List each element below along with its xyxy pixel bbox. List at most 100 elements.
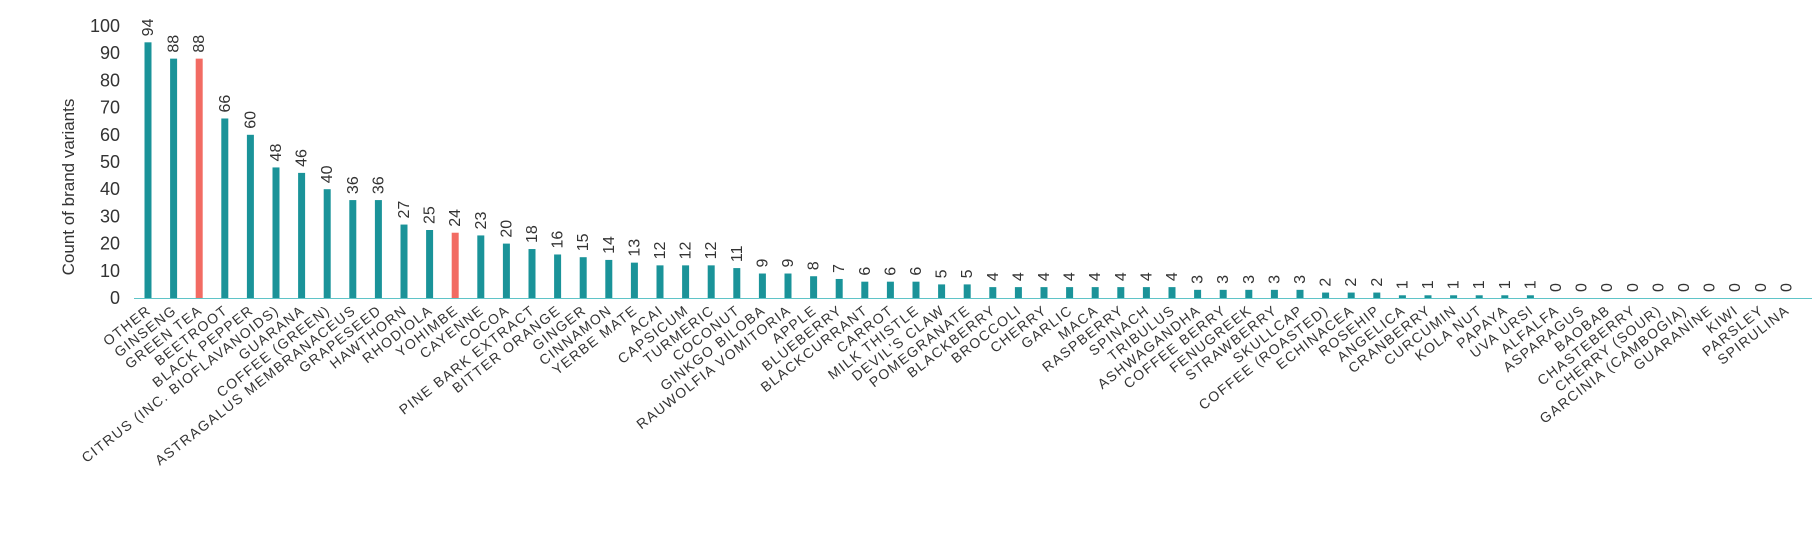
bar-guarana: [298, 172, 306, 298]
bar-fenugreek: [1245, 289, 1253, 298]
bar-ashwagandha: [1194, 289, 1202, 298]
data-label: 0: [1676, 283, 1693, 292]
bar-raspberry: [1117, 287, 1125, 298]
y-tick-label: 10: [100, 261, 120, 281]
data-label: 9: [780, 259, 797, 268]
bar-ginseng: [170, 58, 178, 298]
bar-rosehip: [1373, 292, 1381, 298]
bar-blueberry: [835, 278, 843, 298]
bar-cinnamon: [605, 259, 613, 298]
bar-rauwolfia-vomitoria: [784, 273, 792, 298]
data-label: 0: [1650, 283, 1667, 292]
data-label: 4: [1113, 272, 1130, 281]
bar-rhodiola: [426, 230, 434, 298]
data-label: 40: [319, 165, 336, 183]
bar-citrus-inc-bioflavanoids: [272, 167, 280, 298]
data-label: 25: [422, 206, 439, 224]
bar-turmeric: [707, 265, 715, 298]
data-label: 12: [678, 241, 695, 259]
bar-coffee-berry: [1219, 289, 1227, 298]
bar-devil-s-claw: [938, 284, 946, 298]
data-label: 36: [345, 176, 362, 194]
data-label: 36: [370, 176, 387, 194]
data-label: 0: [1727, 283, 1744, 292]
bar-bitter-orange: [554, 254, 562, 298]
data-label: 48: [268, 144, 285, 162]
y-tick-label: 50: [100, 152, 120, 172]
data-label: 4: [1138, 272, 1155, 281]
bar-curcumin: [1450, 295, 1458, 298]
bar-echinacea: [1347, 292, 1355, 298]
y-tick-label: 60: [100, 125, 120, 145]
bar-carrot: [886, 281, 894, 298]
data-label: 3: [1266, 275, 1283, 284]
data-label: 0: [1625, 283, 1642, 292]
y-tick-label: 30: [100, 206, 120, 226]
data-label: 4: [1036, 272, 1053, 281]
bar-coconut: [733, 268, 741, 298]
bar-coffee-roasted: [1322, 292, 1330, 298]
bar-ginger: [579, 257, 587, 298]
bar-maca: [1091, 287, 1099, 298]
bar-coffee-green: [323, 189, 331, 298]
data-label: 16: [550, 231, 567, 249]
bar-milk-thistle: [912, 281, 920, 298]
bar-angelica: [1398, 295, 1406, 298]
bar-garlic: [1066, 287, 1074, 298]
data-label: 3: [1190, 275, 1207, 284]
data-label: 0: [1778, 283, 1795, 292]
bar-yohimbe: [451, 232, 459, 298]
data-label: 12: [703, 241, 720, 259]
data-label: 13: [626, 239, 643, 257]
y-tick-label: 90: [100, 43, 120, 63]
data-label: 6: [908, 267, 925, 276]
data-label: 3: [1241, 275, 1258, 284]
data-label: 4: [1010, 272, 1027, 281]
bar-skullcap: [1296, 289, 1304, 298]
data-label: 4: [1087, 272, 1104, 281]
y-axis-title: Count of brand variants: [59, 99, 78, 276]
data-label: 6: [882, 267, 899, 276]
data-label: 7: [831, 264, 848, 273]
data-label: 4: [1164, 272, 1181, 281]
bar-cherry: [1040, 287, 1048, 298]
bar-green-tea: [195, 58, 203, 298]
bar-hawthorn: [400, 224, 408, 298]
bar-series: [144, 42, 1534, 298]
bar-yerbe-mate: [630, 262, 638, 298]
data-label: 5: [934, 269, 951, 278]
data-label: 0: [1702, 283, 1719, 292]
data-label: 27: [396, 201, 413, 219]
data-label: 3: [1292, 275, 1309, 284]
bar-kola-nut: [1475, 295, 1483, 298]
data-label: 66: [217, 95, 234, 113]
data-label: 60: [242, 111, 259, 129]
y-tick-label: 70: [100, 98, 120, 118]
bar-pine-bark-extract: [528, 249, 536, 298]
data-label: 20: [498, 220, 515, 238]
bar-cayenne: [477, 235, 485, 298]
data-label: 1: [1497, 280, 1514, 289]
bar-astragalus-membranaceus: [349, 200, 357, 298]
bar-strawberry: [1270, 289, 1278, 298]
bar-blackcurrant: [861, 281, 869, 298]
y-tick-label: 100: [90, 16, 120, 36]
data-label: 14: [601, 236, 618, 254]
bar-black-pepper: [246, 134, 254, 298]
data-label: 88: [191, 35, 208, 53]
data-label: 2: [1318, 278, 1335, 287]
data-label: 5: [959, 269, 976, 278]
y-axis: 0 10 20 30 40 50 60 70 80 90 100: [90, 16, 120, 308]
data-label: 94: [140, 18, 157, 36]
bar-blackberry: [989, 287, 997, 298]
bar-broccoli: [1014, 287, 1022, 298]
data-label: 1: [1471, 280, 1488, 289]
bar-spinach: [1142, 287, 1150, 298]
data-label: 11: [729, 245, 746, 262]
data-label: 1: [1522, 280, 1539, 289]
data-label: 6: [857, 267, 874, 276]
bar-beetroot: [221, 118, 229, 298]
bar-other: [144, 42, 152, 298]
